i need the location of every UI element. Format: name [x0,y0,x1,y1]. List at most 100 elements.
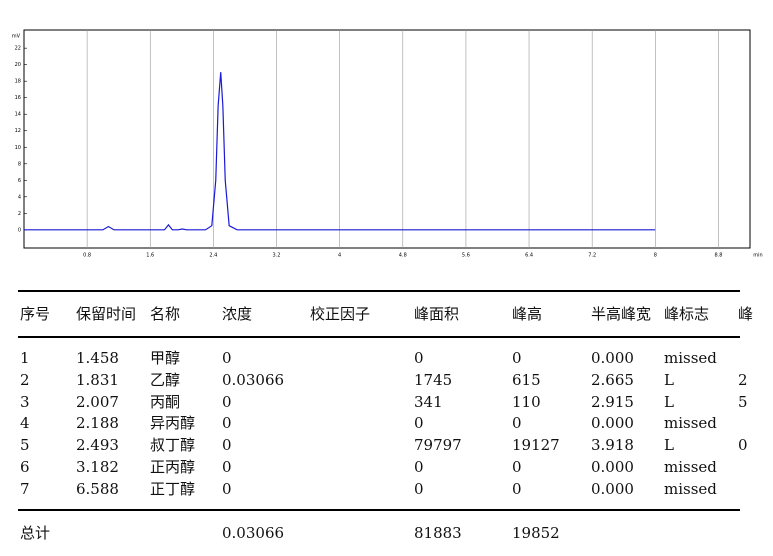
table-cell: 峰 [738,305,754,323]
table-cell: 0.03066 [222,524,285,542]
x-tick-label: 0.8 [83,253,91,259]
table-cell: 0.000 [591,479,634,498]
table-cell: 19127 [512,436,560,455]
x-tick-label: 4.8 [399,253,407,259]
table-cell: missed [664,414,717,433]
table-cell: 110 [512,392,541,411]
table-cell: 乙醇 [150,370,181,389]
table-cell: 校正因子 [310,305,371,323]
table-cell: 0 [222,458,232,476]
table-cell: 0 [414,349,424,367]
x-tick-label: 8 [654,253,657,259]
table-cell: 2.665 [591,370,634,389]
table-cell: 1 [20,349,30,367]
table-cell: 名称 [150,305,181,323]
table-cell: 1745 [414,370,453,389]
table-cell: 615 [512,370,541,389]
table-cell: missed [664,349,717,367]
table-cell: L [664,392,674,411]
table-cell: 叔丁醇 [150,436,196,455]
x-tick-label: 8.8 [714,253,722,259]
table-cell: L [664,370,674,389]
x-tick-label: 6.4 [525,253,533,259]
table-cell: 0.03066 [222,370,285,389]
table-cell: 0 [222,414,232,433]
x-tick-label: 3.2 [273,253,281,259]
table-cell: 5 [20,436,30,455]
y-tick-label: 20 [15,62,21,68]
table-cell: 7 [20,479,30,498]
table-cell: 0 [414,414,424,433]
table-cell: missed [664,479,717,498]
table-cell: 2.188 [76,414,119,433]
table-cell: L [664,436,674,455]
table-cell: 4 [20,414,30,433]
table-cell: 0 [414,479,424,498]
y-tick-label: 18 [15,79,21,85]
table-cell: 2.915 [591,392,634,411]
table-cell: 2 [738,370,748,389]
table-cell: 5 [738,392,748,411]
table-cell: 1.458 [76,349,119,367]
table-cell: 峰面积 [414,305,460,323]
table-cell: 峰标志 [664,305,710,323]
table-cell: 3.918 [591,436,634,455]
table-cell: 0.000 [591,349,634,367]
table-cell: 0.000 [591,458,634,476]
y-tick-label: 12 [15,128,21,134]
table-cell: 异丙醇 [150,414,196,433]
table-cell: 序号 [20,305,51,323]
x-axis-label: min [753,253,762,259]
table-cell: 2.493 [76,436,119,455]
table-cell: 81883 [414,524,462,542]
y-tick-label: 0 [18,227,21,233]
table-cell: 6 [20,458,30,476]
table-cell: 0 [512,414,522,433]
table-cell: 丙酮 [150,392,181,411]
table-cell: 正丁醇 [150,479,196,498]
chromatogram: mV min 0.8 1.6 2.4 3.2 4 4.8 5.6 6.4 7.2 8 8.8 0 2 4 6… [12,29,763,259]
table-cell: 0 [414,458,424,476]
y-axis-label: mV [12,34,21,40]
table-cell: 3.182 [76,458,119,476]
table-cell: 0 [512,479,522,498]
table-cell: 6.588 [76,479,119,498]
table-cell: 0 [222,479,232,498]
table-cell: 0 [512,349,522,367]
table-cell: 79797 [414,436,462,455]
x-tick-label: 7.2 [588,253,596,259]
x-tick-label: 5.6 [462,253,470,259]
table-rule [18,336,740,338]
table-cell: 3 [20,392,30,411]
trace [24,72,656,231]
table-cell: 0.000 [591,414,634,433]
y-tick-label: 16 [15,95,21,101]
table-cell: 正丙醇 [150,458,196,476]
y-tick-label: 2 [18,211,21,217]
table-cell: 0 [222,349,232,367]
x-tick-label: 1.6 [146,253,154,259]
table-cell: 保留时间 [76,305,137,323]
table-cell: 总计 [20,524,51,542]
table-cell: 甲醇 [150,349,181,367]
table-cell: 0 [512,458,522,476]
y-tick-label: 4 [18,194,21,200]
table-cell: 半高峰宽 [591,305,652,323]
plot-frame [23,29,751,249]
table-cell: 2.007 [76,392,119,411]
table-cell: 341 [414,392,443,411]
table-cell: 19852 [512,524,560,542]
table-cell: 2 [20,370,30,389]
table-cell: 峰高 [512,305,543,323]
y-tick-label: 6 [18,178,21,184]
y-tick-label: 14 [15,112,21,118]
y-tick-label: 10 [15,145,21,151]
table-cell: 0 [738,436,748,455]
y-tick-label: 22 [15,46,21,52]
table-cell: 1.831 [76,370,119,389]
table-cell: missed [664,458,717,476]
table-rule [18,290,740,292]
table-cell: 0 [222,392,232,411]
y-tick-label: 8 [18,161,21,167]
